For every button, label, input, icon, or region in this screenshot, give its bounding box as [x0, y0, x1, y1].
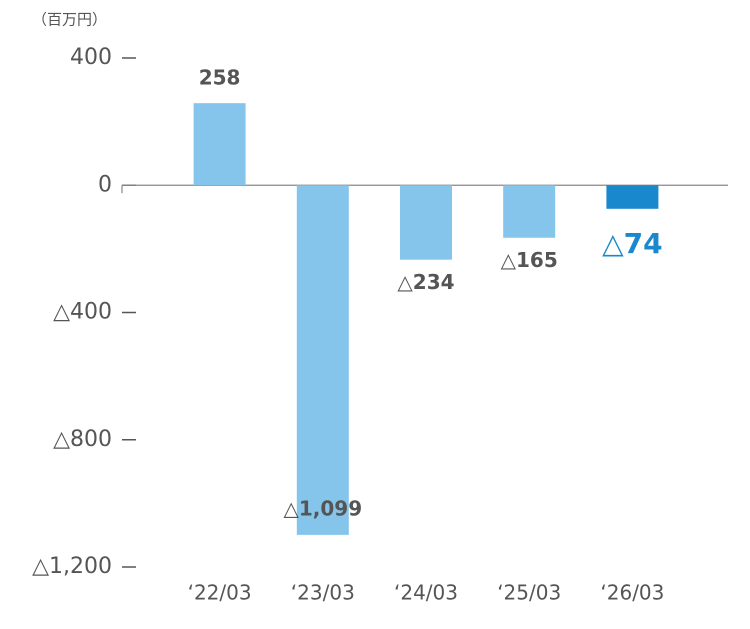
bar — [400, 185, 452, 260]
y-tick-label: △1,200 — [32, 554, 112, 579]
bar — [606, 185, 659, 209]
value-label: △1,099 — [283, 497, 362, 521]
y-tick-label: 0 — [98, 172, 112, 197]
bar — [193, 103, 246, 186]
x-tick-label: ‘23/03 — [291, 581, 355, 605]
x-tick-label: ‘25/03 — [497, 581, 561, 605]
value-label: △234 — [397, 270, 454, 294]
x-tick-label: ‘26/03 — [600, 581, 664, 605]
x-tick-label: ‘22/03 — [188, 581, 252, 605]
y-tick-label: △800 — [53, 427, 112, 452]
y-tick-label: 400 — [70, 45, 112, 70]
bar — [503, 185, 556, 238]
value-label: △74 — [602, 227, 663, 260]
value-label: △165 — [501, 248, 558, 272]
x-tick-label: ‘24/03 — [394, 581, 458, 605]
unit-label: （百万円） — [32, 11, 107, 29]
value-label: 258 — [199, 66, 241, 90]
bar — [296, 185, 349, 535]
y-tick-label: △400 — [53, 300, 112, 325]
